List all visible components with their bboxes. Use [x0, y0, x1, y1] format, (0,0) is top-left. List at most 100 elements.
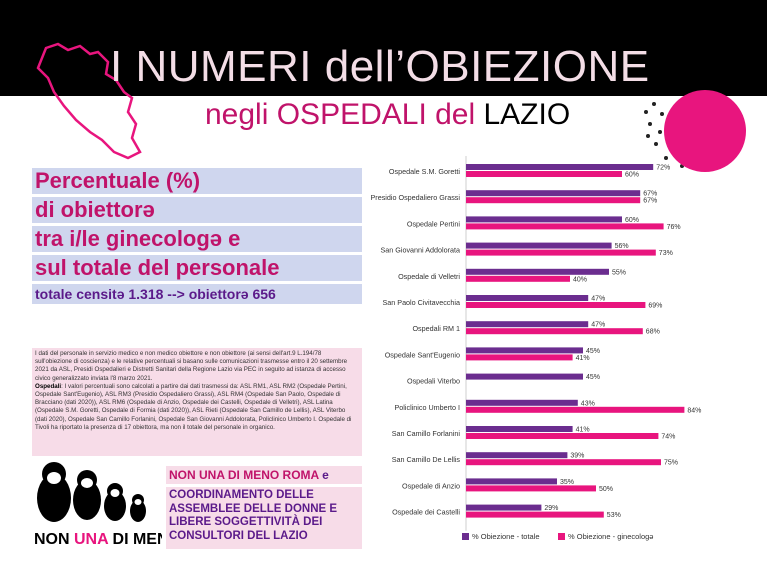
bar-total — [466, 504, 542, 511]
data-label: 47% — [591, 322, 605, 329]
data-label: 43% — [581, 400, 595, 407]
bar-gyn — [466, 406, 685, 413]
data-label: 73% — [659, 250, 673, 257]
data-label: 72% — [656, 165, 670, 172]
bar-gyn — [466, 511, 604, 518]
bar-total — [466, 216, 622, 223]
total-count: totale censitə 1.318 --> — [35, 286, 189, 302]
category-label: Ospedale di Velletri — [398, 272, 460, 281]
data-label: 60% — [625, 217, 639, 224]
header-band — [0, 0, 767, 96]
category-label: San Camillo De Lellis — [392, 455, 461, 464]
category-label: Ospedale Sant'Eugenio — [385, 350, 460, 359]
bar-total — [466, 164, 654, 170]
data-label: 41% — [576, 427, 590, 434]
methodology-para-2-label: Ospedali — [35, 382, 62, 390]
bar-total — [466, 347, 583, 354]
data-label: 40% — [573, 276, 587, 283]
page-title: I NUMERI dell’OBIEZIONE — [110, 42, 650, 91]
category-label: San Paolo Civitavecchia — [382, 298, 460, 307]
data-label: 67% — [643, 198, 657, 205]
category-label: Ospedale Pertini — [407, 219, 461, 228]
category-label: San Camillo Forlanini — [392, 429, 461, 438]
category-label: Ospedale dei Castelli — [392, 508, 460, 517]
chart-heading: Percentuale (%) di obiettorə tra i/le gi… — [32, 168, 362, 307]
data-label: 39% — [570, 453, 584, 460]
subtitle-strong: LAZIO — [483, 98, 571, 131]
bar-gyn — [466, 459, 661, 466]
bar-total — [466, 242, 612, 249]
legend-swatch — [558, 533, 565, 540]
data-label: 56% — [615, 243, 629, 250]
credit-nonuna-text: NON UNA DI MENO ROMA — [169, 468, 319, 482]
bar-gyn — [466, 197, 641, 204]
bar-total — [466, 268, 609, 275]
credit-and: e — [318, 468, 329, 482]
data-label: 41% — [576, 355, 590, 362]
non-una-di-meno-logo: NON UNA DI MENO — [34, 462, 162, 548]
category-label: Presidio Ospedaliero Grassi — [371, 193, 461, 202]
data-label: 45% — [586, 374, 600, 381]
subtitle-prefix: negli OSPEDALI del — [205, 98, 484, 131]
data-label: 60% — [625, 172, 639, 179]
methodology-note: I dati del personale in servizio medico … — [32, 348, 362, 456]
data-label: 74% — [661, 434, 675, 441]
heading-line-3: tra i/le ginecologə e — [32, 226, 362, 252]
data-label: 35% — [560, 479, 574, 486]
methodology-para-2-text: : I valori percentuali sono calcolati a … — [35, 382, 352, 431]
data-label: 67% — [643, 191, 657, 198]
data-label: 47% — [591, 296, 605, 303]
data-label: 68% — [646, 329, 660, 336]
bar-gyn — [466, 171, 622, 177]
bar-total — [466, 478, 557, 485]
bar-gyn — [466, 485, 596, 492]
bar-total — [466, 321, 589, 328]
heading-line-1: Percentuale (%) — [32, 168, 362, 194]
legend-label: % Obiezione - ginecologə — [568, 532, 653, 541]
credit-non-una-di-meno: NON UNA DI MENO ROMA e — [166, 466, 362, 484]
bar-gyn — [466, 433, 659, 439]
data-label: 50% — [599, 486, 613, 493]
methodology-para-2: Ospedali: I valori percentuali sono calc… — [35, 383, 359, 432]
category-label: Ospedale di Anzio — [402, 481, 460, 490]
credit-coordinamento: COORDINAMENTO DELLE ASSEMBLEE DELLE DONN… — [166, 487, 362, 549]
bar-total — [466, 426, 573, 432]
data-label: 55% — [612, 269, 626, 276]
category-label: Ospedali RM 1 — [412, 324, 460, 333]
bar-gyn — [466, 302, 646, 308]
bar-gyn — [466, 328, 643, 335]
bar-total — [466, 452, 568, 459]
data-label: 53% — [607, 512, 621, 519]
data-label: 75% — [664, 460, 678, 467]
data-label: 29% — [544, 505, 558, 512]
bar-gyn — [466, 223, 664, 230]
category-label: Ospedale S.M. Goretti — [389, 167, 461, 176]
heading-line-2: di obiettorə — [32, 197, 362, 223]
logo-text-di-meno: DI MENO — [108, 531, 162, 548]
objectors-count: obiettorə 656 — [188, 286, 276, 302]
category-label: Policlinico Umberto I — [394, 403, 460, 412]
pink-circle-decoration — [664, 90, 746, 172]
bar-total — [466, 190, 641, 197]
bar-gyn — [466, 249, 656, 256]
heading-line-5: totale censitə 1.318 --> obiettorə 656 — [32, 284, 362, 304]
category-label: San Giovanni Addolorata — [380, 246, 460, 255]
data-label: 69% — [648, 303, 662, 310]
bar-gyn — [466, 354, 573, 361]
legend-label: % Obiezione - totale — [472, 532, 540, 541]
data-label: 84% — [687, 407, 701, 414]
data-label: 76% — [667, 224, 681, 231]
legend-swatch — [462, 533, 469, 540]
bar-total — [466, 373, 583, 380]
bar-total — [466, 295, 589, 301]
logo-text-non: NON — [34, 531, 74, 548]
logo-text-una: UNA — [74, 531, 109, 548]
page-subtitle: negli OSPEDALI del LAZIO — [205, 98, 570, 132]
heading-line-4: sul totale del personale — [32, 255, 362, 281]
methodology-para-1: I dati del personale in servizio medico … — [35, 350, 348, 382]
data-label: 45% — [586, 348, 600, 355]
category-label: Ospedali Viterbo — [407, 377, 460, 386]
objection-bar-chart: Ospedale S.M. Goretti 72% 60% Presidio Ospe… — [371, 156, 701, 541]
bar-gyn — [466, 275, 570, 282]
lazio-map-icon — [36, 42, 142, 160]
